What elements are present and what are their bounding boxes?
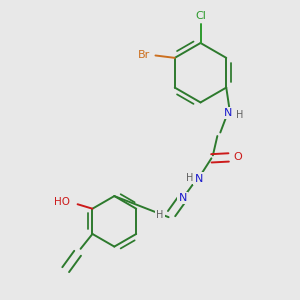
Text: HO: HO (54, 197, 70, 207)
Text: Cl: Cl (195, 11, 206, 21)
Text: N: N (194, 173, 203, 184)
Text: N: N (224, 108, 232, 118)
Text: H: H (156, 210, 164, 220)
Text: O: O (233, 152, 242, 162)
Text: N: N (179, 193, 187, 203)
Text: Br: Br (138, 50, 150, 60)
Text: H: H (186, 172, 193, 183)
Text: H: H (236, 110, 243, 120)
